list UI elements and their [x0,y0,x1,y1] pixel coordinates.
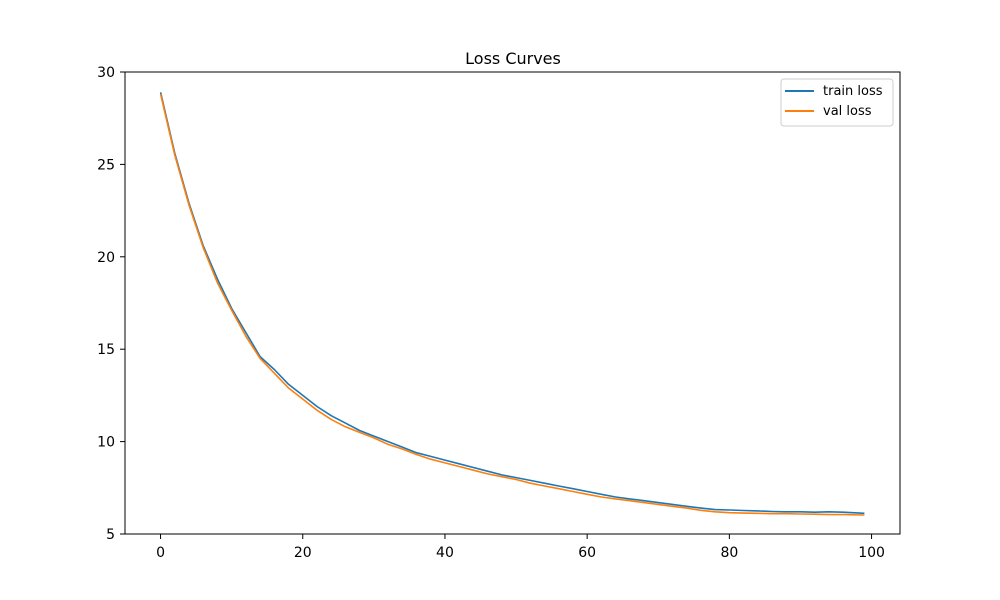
y-tick-label: 25 [97,157,115,173]
chart-title: Loss Curves [465,49,561,68]
y-tick-label: 30 [97,65,115,81]
x-tick-label: 60 [578,545,596,561]
axes-frame [124,71,901,535]
x-tick-label: 0 [156,545,165,561]
y-tick-label: 5 [106,527,115,543]
axes-layer: 0 20 40 60 80 100 5 10 15 20 25 30 [97,65,901,561]
y-tick-label: 20 [97,250,115,266]
x-tick-label: 20 [294,545,312,561]
x-tick-label: 80 [720,545,738,561]
x-tick-label: 100 [858,545,885,561]
x-tick-label: 40 [436,545,454,561]
legend: train loss val loss [780,78,894,127]
series-line-train-loss [159,92,865,515]
legend-label: val loss [823,104,872,119]
y-tick-label: 15 [97,342,115,358]
series-layer [159,92,865,516]
series-line-val-loss [159,94,865,516]
y-tick-label: 10 [97,435,115,451]
legend-label: train loss [823,84,883,99]
